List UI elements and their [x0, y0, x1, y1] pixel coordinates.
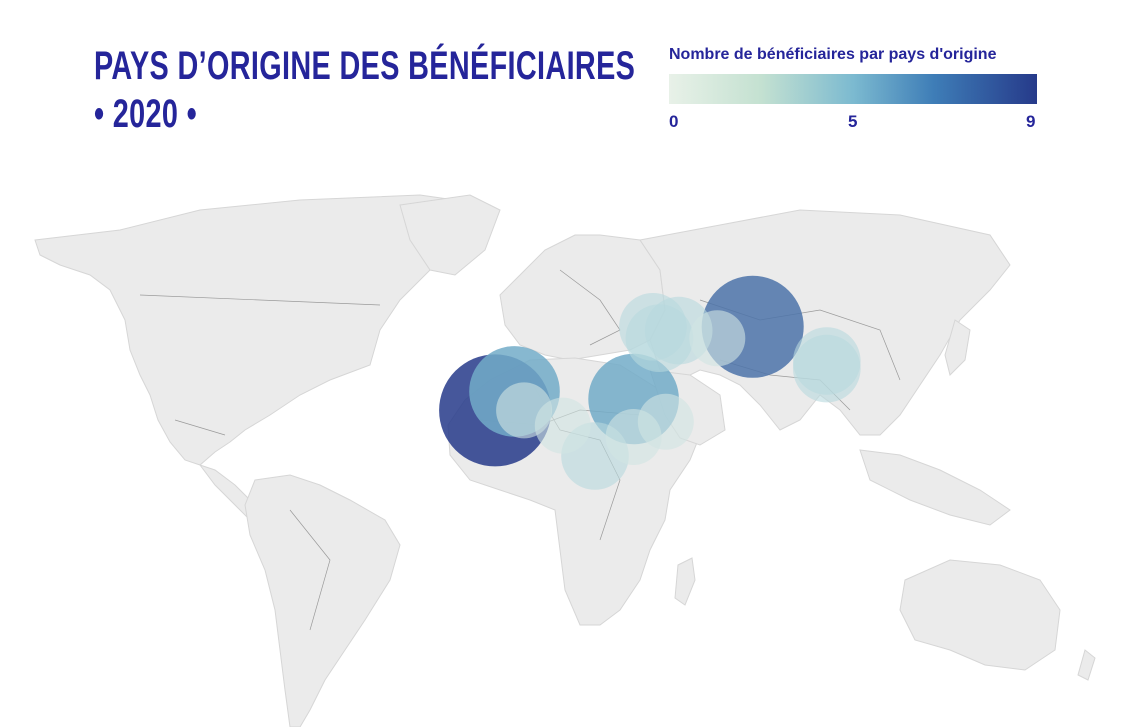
australia	[899, 559, 1061, 671]
new-zealand	[1077, 649, 1096, 681]
legend-tick-max: 9	[1026, 112, 1036, 131]
country-bubble	[605, 409, 662, 465]
map-title-year: • 2020 •	[94, 92, 198, 136]
us-mexico-border	[174, 419, 226, 436]
legend-gradient-bar	[669, 74, 1037, 104]
map-title: PAYS D’ORIGINE DES BÉNÉFICIAIRES • 2020 …	[94, 42, 635, 138]
world-map	[34, 194, 1096, 727]
europe-borders	[559, 269, 621, 346]
legend-tick-min: 0	[669, 112, 679, 131]
country-bubble	[496, 382, 553, 439]
color-legend: Nombre de bénéficiaires par pays d'origi…	[669, 46, 1037, 134]
south-america	[244, 474, 401, 727]
map-title-line1: PAYS D’ORIGINE DES BÉNÉFICIAIRES	[94, 44, 636, 88]
us-canada-border	[139, 294, 381, 306]
country-bubble	[625, 304, 694, 372]
madagascar	[674, 557, 696, 606]
country-bubble	[793, 334, 861, 403]
south-america-borders	[289, 509, 331, 631]
legend-title: Nombre de bénéficiaires par pays d'origi…	[669, 46, 997, 63]
greenland	[399, 194, 501, 276]
bubble-layer	[439, 275, 861, 490]
legend-ticks: 0 5 9	[669, 112, 1037, 134]
country-bubble	[689, 310, 746, 367]
legend-tick-mid: 5	[848, 112, 858, 131]
southeast-asia	[859, 449, 1011, 526]
japan	[944, 319, 971, 376]
